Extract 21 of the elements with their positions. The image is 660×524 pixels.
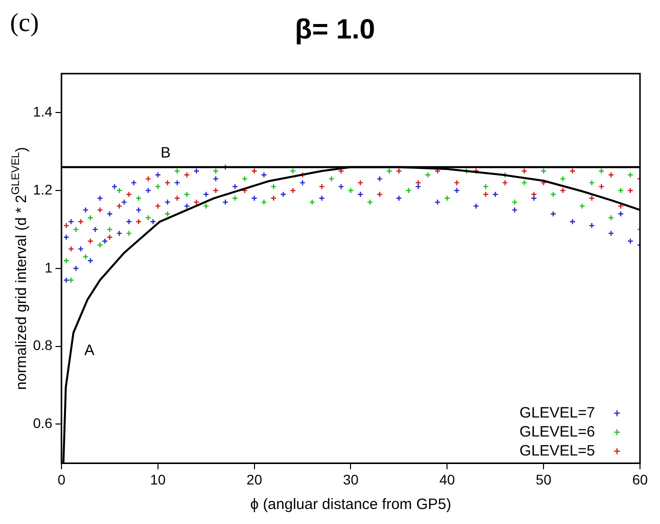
y-axis-title: normalized grid interval (d * 2GLEVEL) <box>10 146 30 390</box>
y-tick-label: 1.4 <box>32 103 53 120</box>
x-axis-title: ϕ (angluar distance from GP5) <box>250 496 452 514</box>
legend-label: GLEVEL=6 <box>520 423 595 440</box>
x-tick-label: 20 <box>246 471 262 488</box>
chart-title: β= 1.0 <box>294 14 376 45</box>
x-tick-label: 50 <box>536 471 552 488</box>
y-tick-label: 0.8 <box>32 337 53 354</box>
annotation: A <box>84 342 94 359</box>
x-tick-label: 30 <box>342 471 359 488</box>
legend-label: GLEVEL=7 <box>520 404 595 422</box>
y-tick-label: 0.6 <box>32 415 53 432</box>
y-tick-label: 1.2 <box>32 181 53 198</box>
legend-label: GLEVEL=5 <box>520 442 595 460</box>
x-tick-label: 60 <box>632 471 648 488</box>
x-tick-label: 40 <box>439 471 456 488</box>
y-tick-label: 1 <box>44 259 53 276</box>
ref-line-label: B <box>160 144 171 162</box>
x-tick-label: 0 <box>58 471 66 488</box>
x-tick-label: 10 <box>150 471 166 488</box>
text: (c) <box>10 8 39 38</box>
